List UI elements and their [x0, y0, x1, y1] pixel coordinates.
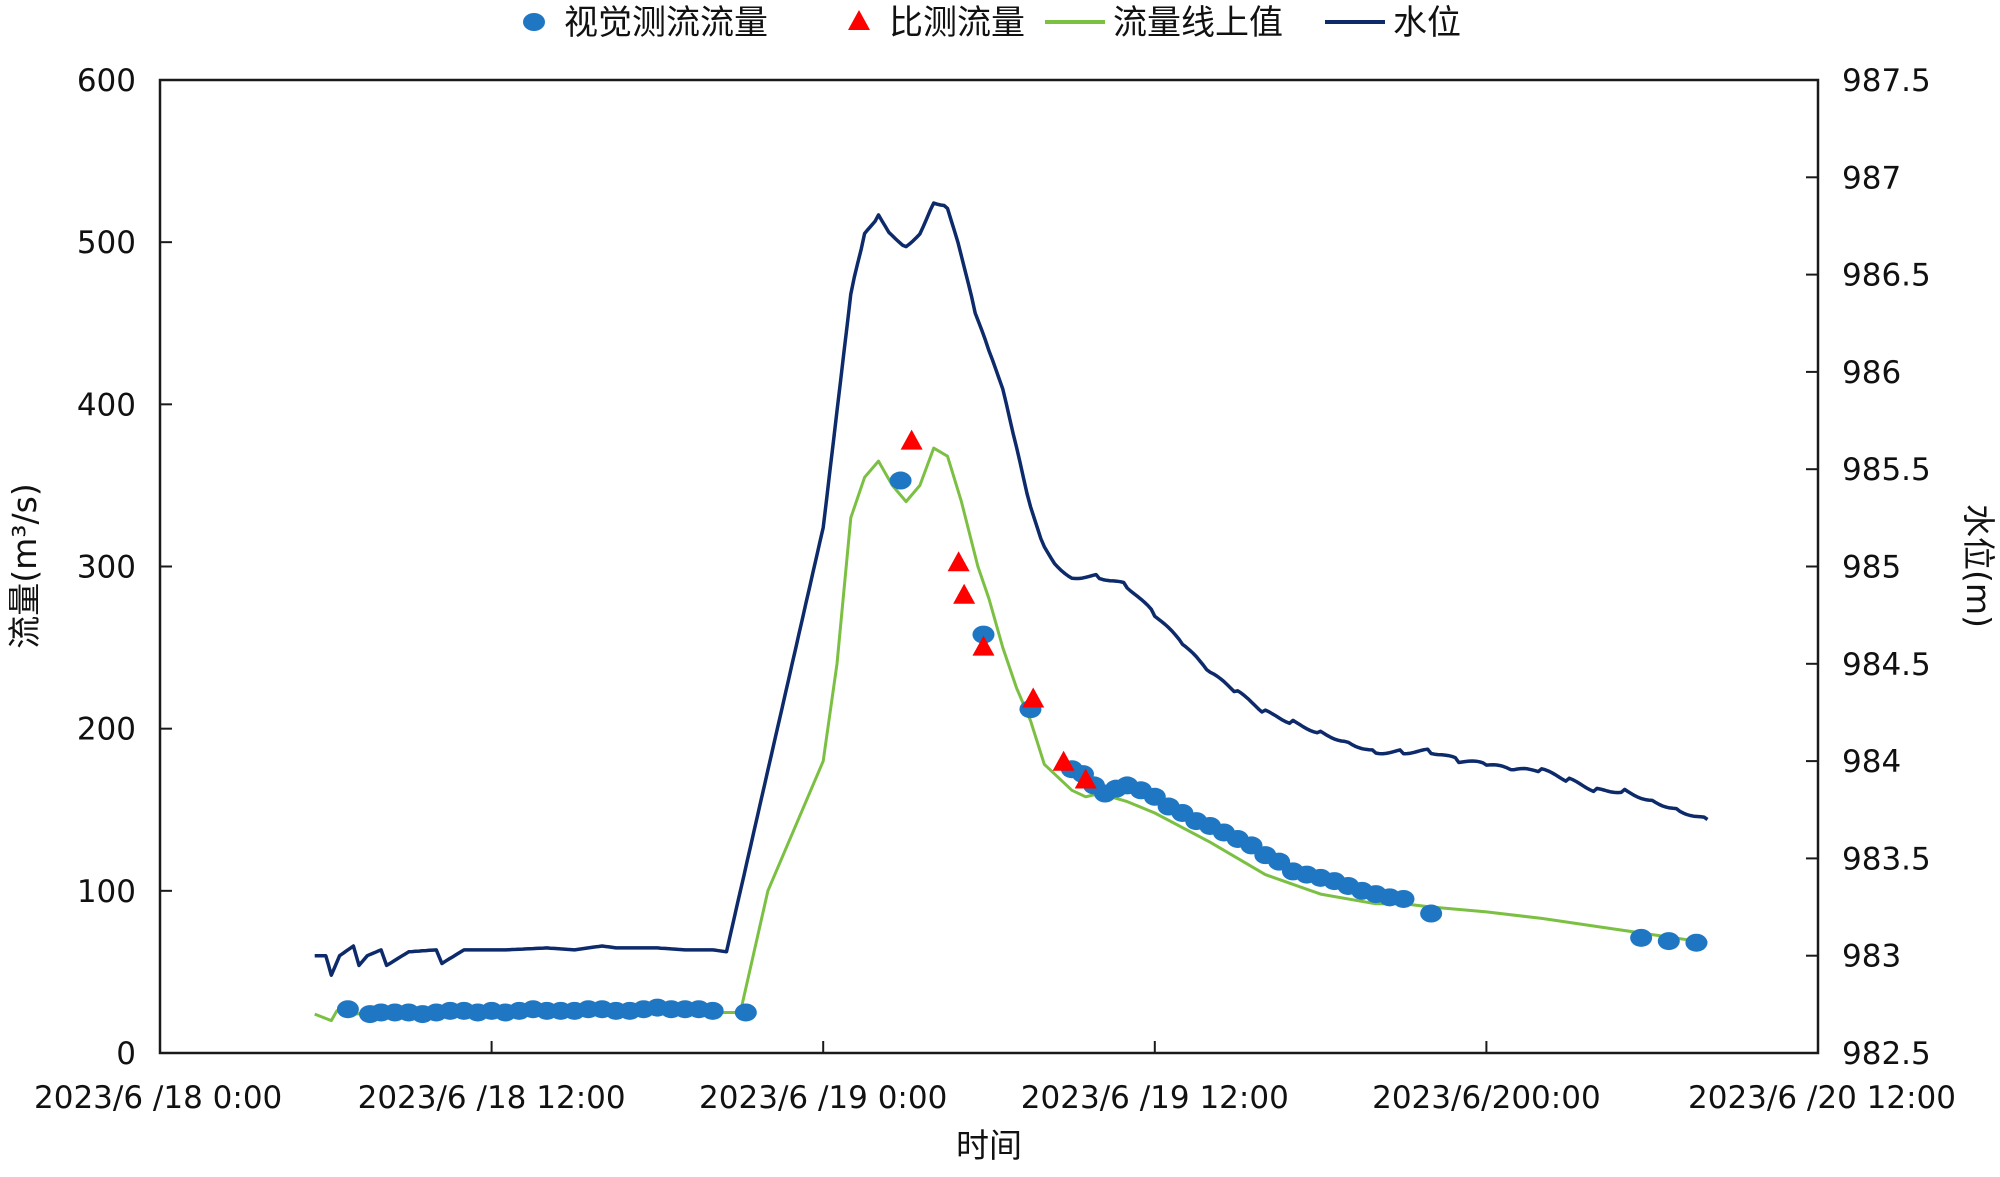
comparison-flow-point [972, 635, 995, 656]
visual-flow-point [972, 625, 995, 644]
visual-flow-point [734, 1003, 757, 1022]
series-line-rating-flow [314, 446, 1708, 1023]
comparison-flow-point [1022, 687, 1045, 708]
plot-frame [158, 78, 1820, 1055]
x-tick-label: 2023/6 /19 12:00 [1021, 1080, 1289, 1116]
x-tick-label: 2023/6 /19 0:00 [699, 1080, 947, 1116]
y-left-tick-label: 600 [77, 63, 136, 99]
y-left-tick-label: 300 [77, 550, 136, 586]
comparison-flow-point [953, 583, 976, 604]
series-line-water-level [314, 201, 1709, 977]
legend-label: 水位 [1393, 3, 1461, 43]
visual-flow-point [1630, 928, 1653, 947]
y-right-tick-label: 984 [1842, 744, 1901, 780]
x-tick-label: 2023/6 /18 12:00 [358, 1080, 626, 1116]
y-right-tick-label: 982.5 [1842, 1036, 1931, 1072]
y-right-tick-label: 985.5 [1842, 452, 1931, 488]
y-axis-right: 982.5 983 983.5 984 984.5 985 985.5 986 986.5 987… [1806, 63, 1931, 1072]
legend: 视觉测流流量 比测流量 流量线上值 水位 [523, 3, 1461, 43]
y-left-tick-label: 0 [116, 1036, 136, 1072]
legend-label: 流量线上值 [1113, 3, 1283, 43]
visual-flow-point [1392, 889, 1415, 908]
legend-triangle-marker [848, 10, 870, 30]
visual-flow-point [701, 1001, 724, 1020]
y-left-tick-label: 100 [77, 874, 136, 910]
y-left-tick-label: 500 [77, 225, 136, 261]
y-right-tick-label: 983 [1842, 939, 1901, 975]
legend-circle-marker [523, 13, 545, 31]
visual-flow-point [336, 1000, 359, 1019]
x-tick-label: 2023/6 /18 0:00 [34, 1080, 282, 1116]
y-right-tick-label: 987.5 [1842, 63, 1931, 99]
y-right-tick-label: 984.5 [1842, 647, 1931, 683]
y-left-tick-label: 400 [77, 387, 136, 423]
y-right-tick-label: 986 [1842, 355, 1901, 391]
y-axis-right-title: 水位(m) [1959, 504, 1998, 628]
x-axis-title: 时间 [956, 1126, 1022, 1165]
visual-flow-point [889, 471, 912, 490]
y-right-tick-label: 986.5 [1842, 258, 1931, 294]
visual-flow-point [1657, 932, 1680, 951]
y-left-tick-label: 200 [77, 712, 136, 748]
y-axis-left: 0 100 200 300 400 500 600 [77, 63, 172, 1072]
legend-label: 视觉测流流量 [564, 3, 768, 43]
y-axis-left-title: 流量(m³/s) [5, 483, 44, 648]
y-right-tick-label: 985 [1842, 550, 1901, 586]
x-axis: 2023/6 /18 0:00 2023/6 /18 12:00 2023/6 /1… [34, 1041, 1956, 1116]
y-right-tick-label: 987 [1842, 160, 1901, 196]
comparison-flow-point [1074, 768, 1097, 789]
visual-flow-point [1685, 933, 1708, 952]
comparison-flow-point [947, 551, 970, 572]
visual-flow-point [1420, 904, 1443, 923]
comparison-flow-point [900, 429, 923, 450]
y-right-tick-label: 983.5 [1842, 841, 1931, 877]
series-layer [314, 201, 1709, 1024]
legend-label: 比测流量 [889, 3, 1025, 43]
x-tick-label: 2023/6 /20 12:00 [1688, 1080, 1956, 1116]
x-tick-label: 2023/6/200:00 [1372, 1080, 1601, 1116]
comparison-flow-point [1052, 750, 1075, 771]
